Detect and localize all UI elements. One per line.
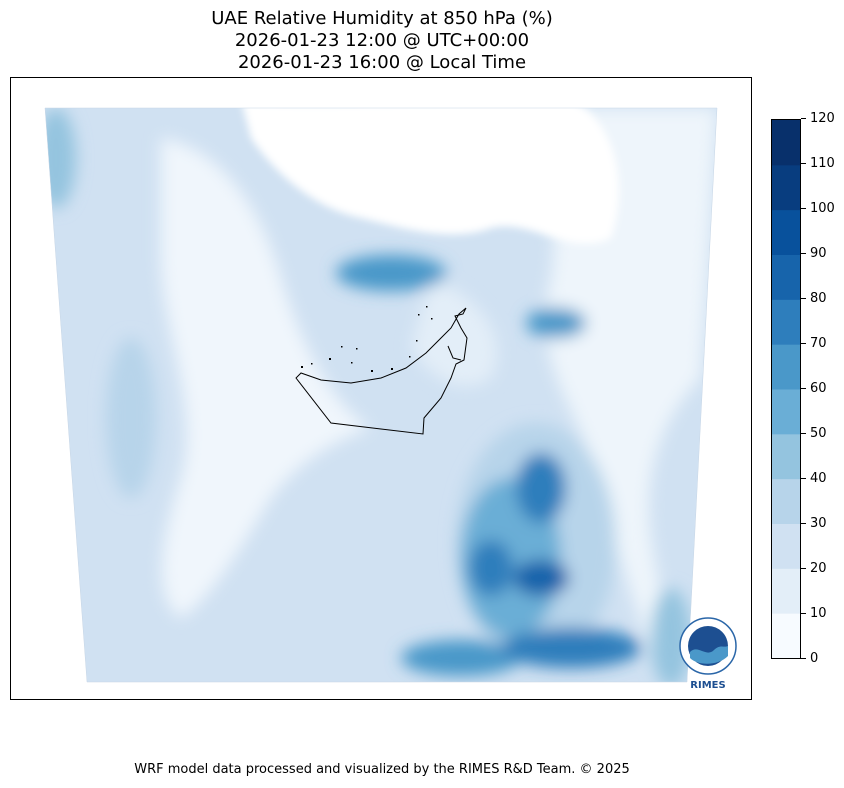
colorbar-tick-label: 70	[801, 337, 827, 351]
logo-text: RIMES	[690, 680, 725, 691]
chart-title-line2: 2026-01-23 12:00 @ UTC+00:00	[234, 30, 530, 51]
chart-title-line1: UAE Relative Humidity at 850 hPa (%)	[211, 8, 553, 29]
moist-patch-hormuz	[526, 308, 586, 338]
colorbar-tick-label: 100	[801, 202, 835, 216]
colorbar-tick-label: 110	[801, 157, 835, 171]
colorbar-tick-label: 10	[801, 607, 827, 621]
moist-patch-gulf	[411, 278, 498, 387]
colorbar-tick-label: 0	[801, 652, 818, 666]
colorbar-band	[772, 433, 800, 480]
moist-band-south	[401, 640, 521, 676]
chart-title-line3: 2026-01-23 16:00 @ Local Time	[237, 52, 527, 73]
colorbar-tick-label: 30	[801, 517, 827, 531]
colorbar-band	[772, 523, 800, 569]
colorbar-tick-label: 20	[801, 562, 827, 576]
moist-band-gulf	[336, 255, 446, 291]
colorbar-band	[772, 389, 800, 435]
colorbar	[771, 119, 801, 659]
humidity-field	[45, 108, 717, 682]
rimes-logo: RIMES	[679, 617, 737, 691]
missing-data-zagros	[241, 108, 619, 244]
map-panel[interactable]	[10, 77, 752, 700]
moist-band-southeast	[501, 628, 641, 668]
colorbar-gradient	[772, 120, 800, 658]
colorbar-tick-label: 80	[801, 292, 827, 306]
moist-peak-north	[516, 453, 566, 523]
colorbar-tick-label: 40	[801, 472, 827, 486]
moist-edge-northwest	[45, 108, 76, 208]
moist-peak-east	[513, 560, 569, 596]
colorbar-band	[772, 344, 800, 390]
logo-wave	[690, 646, 728, 664]
colorbar-tick-label: 50	[801, 427, 827, 441]
gulf-islands	[301, 306, 433, 372]
colorbar-tick-label: 60	[801, 382, 827, 396]
oman-border-north	[447, 345, 462, 361]
colorbar-band	[772, 164, 800, 211]
colorbar-band	[772, 478, 800, 524]
uae-border	[295, 307, 468, 435]
dry-zone-central	[161, 138, 371, 618]
colorbar-band	[772, 209, 800, 255]
colorbar-tick-label: 120	[801, 112, 835, 126]
colorbar-band	[772, 299, 800, 345]
moist-edge-southeast	[651, 588, 691, 682]
uae-boundary	[295, 307, 468, 435]
colorbar-band	[772, 613, 800, 658]
colorbar-tick-label: 90	[801, 247, 827, 261]
moist-peak-central	[469, 540, 513, 596]
dry-zone-east	[545, 108, 717, 678]
humidity-map	[44, 107, 718, 683]
model-domain-edge	[44, 107, 718, 683]
moist-strip-west	[106, 338, 156, 498]
colorbar-band	[772, 120, 800, 166]
colorbar-band	[772, 254, 800, 300]
colorbar-ticks: 0 10 20 30 40 50 60 70 80 90 100 110 120	[801, 112, 841, 666]
colorbar-band	[772, 568, 800, 614]
credit-footer: WRF model data processed and visualized …	[134, 762, 630, 777]
